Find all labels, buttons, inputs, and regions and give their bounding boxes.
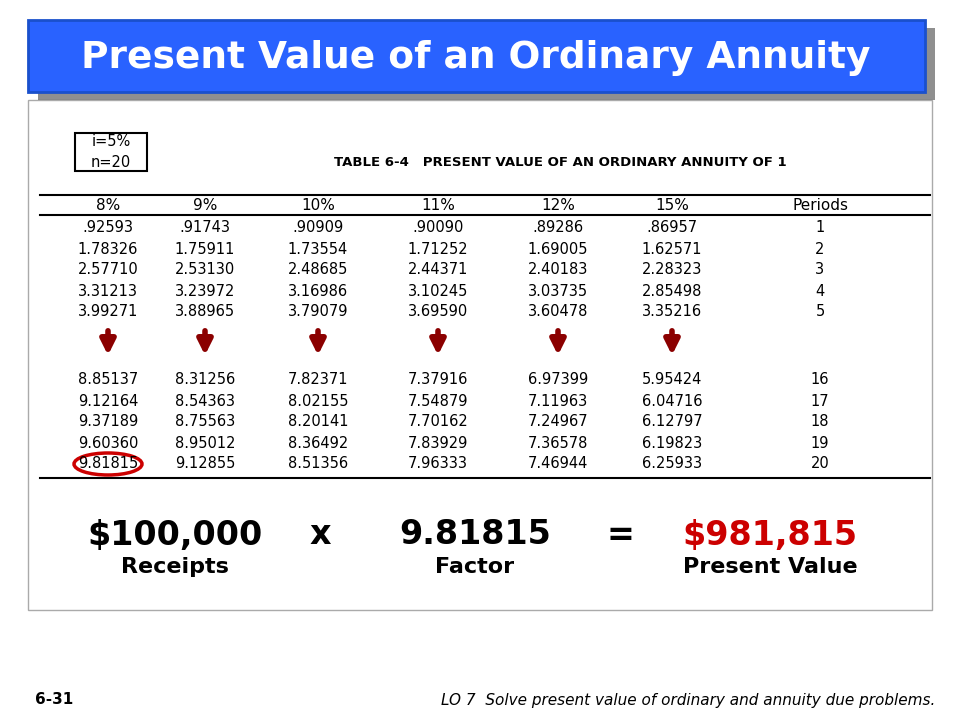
FancyBboxPatch shape: [38, 28, 935, 100]
Text: 17: 17: [810, 394, 829, 408]
Text: 7.11963: 7.11963: [528, 394, 588, 408]
Text: 2.28323: 2.28323: [642, 263, 702, 277]
Text: 3.99271: 3.99271: [78, 305, 138, 320]
Text: i=5%
n=20: i=5% n=20: [91, 134, 132, 170]
Text: 18: 18: [811, 415, 829, 430]
Text: 12%: 12%: [541, 197, 575, 212]
Text: 2.40183: 2.40183: [528, 263, 588, 277]
Text: 8%: 8%: [96, 197, 120, 212]
Text: .89286: .89286: [533, 220, 584, 235]
Text: 2: 2: [815, 241, 825, 256]
Text: .86957: .86957: [646, 220, 698, 235]
FancyBboxPatch shape: [28, 20, 925, 92]
Text: 9.12855: 9.12855: [175, 456, 235, 472]
Text: 6.12797: 6.12797: [641, 415, 703, 430]
Text: 6.19823: 6.19823: [642, 436, 702, 451]
Text: .91743: .91743: [180, 220, 230, 235]
Text: 1.62571: 1.62571: [641, 241, 703, 256]
Text: 7.46944: 7.46944: [528, 456, 588, 472]
Bar: [75, 133, 147, 171]
Text: 7.37916: 7.37916: [408, 372, 468, 387]
Text: 8.85137: 8.85137: [78, 372, 138, 387]
Text: 3.23972: 3.23972: [175, 284, 235, 299]
Text: Factor: Factor: [436, 557, 515, 577]
Text: 1.78326: 1.78326: [78, 241, 138, 256]
Text: 15%: 15%: [655, 197, 689, 212]
Text: 4: 4: [815, 284, 825, 299]
Text: $100,000: $100,000: [87, 518, 263, 552]
Text: Receipts: Receipts: [121, 557, 228, 577]
Text: 8.36492: 8.36492: [288, 436, 348, 451]
Text: 9%: 9%: [193, 197, 217, 212]
Text: 6.04716: 6.04716: [641, 394, 703, 408]
Text: 2.57710: 2.57710: [78, 263, 138, 277]
Bar: [28, 100, 932, 610]
Text: 6.97399: 6.97399: [528, 372, 588, 387]
Text: 1: 1: [815, 220, 825, 235]
Text: 16: 16: [811, 372, 829, 387]
Text: 3.88965: 3.88965: [175, 305, 235, 320]
Text: .90090: .90090: [412, 220, 464, 235]
Text: 10%: 10%: [301, 197, 335, 212]
Text: 9.81815: 9.81815: [78, 456, 138, 472]
Text: =: =: [606, 518, 634, 552]
Text: 1.69005: 1.69005: [528, 241, 588, 256]
Text: 3.10245: 3.10245: [408, 284, 468, 299]
Text: 3.03735: 3.03735: [528, 284, 588, 299]
Text: 19: 19: [811, 436, 829, 451]
Text: 11%: 11%: [421, 197, 455, 212]
Text: 8.51356: 8.51356: [288, 456, 348, 472]
Text: 7.54879: 7.54879: [408, 394, 468, 408]
Text: 20: 20: [810, 456, 829, 472]
Text: 6-31: 6-31: [35, 693, 73, 708]
Text: 2.44371: 2.44371: [408, 263, 468, 277]
Text: 9.12164: 9.12164: [78, 394, 138, 408]
Text: 3.79079: 3.79079: [288, 305, 348, 320]
Text: 8.02155: 8.02155: [288, 394, 348, 408]
Text: 3.69590: 3.69590: [408, 305, 468, 320]
Text: 8.20141: 8.20141: [288, 415, 348, 430]
Text: 3.60478: 3.60478: [528, 305, 588, 320]
Text: .90909: .90909: [293, 220, 344, 235]
Text: 6.25933: 6.25933: [642, 456, 702, 472]
Text: $981,815: $981,815: [683, 518, 857, 552]
Text: 3.16986: 3.16986: [288, 284, 348, 299]
Text: 8.75563: 8.75563: [175, 415, 235, 430]
Text: Present Value of an Ordinary Annuity: Present Value of an Ordinary Annuity: [82, 40, 871, 76]
Text: 8.31256: 8.31256: [175, 372, 235, 387]
Text: TABLE 6-4   PRESENT VALUE OF AN ORDINARY ANNUITY OF 1: TABLE 6-4 PRESENT VALUE OF AN ORDINARY A…: [334, 156, 786, 169]
Text: .92593: .92593: [83, 220, 133, 235]
Text: 7.24967: 7.24967: [528, 415, 588, 430]
Text: 7.83929: 7.83929: [408, 436, 468, 451]
Text: x: x: [309, 518, 331, 552]
Text: 2.53130: 2.53130: [175, 263, 235, 277]
Text: 2.85498: 2.85498: [642, 284, 702, 299]
Text: 9.60360: 9.60360: [78, 436, 138, 451]
Text: Periods: Periods: [792, 197, 848, 212]
Text: 5: 5: [815, 305, 825, 320]
Text: 7.70162: 7.70162: [408, 415, 468, 430]
Text: 8.95012: 8.95012: [175, 436, 235, 451]
Text: 9.37189: 9.37189: [78, 415, 138, 430]
Text: 1.73554: 1.73554: [288, 241, 348, 256]
Text: LO 7  Solve present value of ordinary and annuity due problems.: LO 7 Solve present value of ordinary and…: [441, 693, 935, 708]
Text: 3.35216: 3.35216: [642, 305, 702, 320]
Text: 3: 3: [815, 263, 825, 277]
Text: 1.71252: 1.71252: [408, 241, 468, 256]
Text: Present Value: Present Value: [683, 557, 857, 577]
Text: 8.54363: 8.54363: [175, 394, 235, 408]
Text: 1.75911: 1.75911: [175, 241, 235, 256]
Text: 9.81815: 9.81815: [399, 518, 551, 552]
Text: 3.31213: 3.31213: [78, 284, 138, 299]
Text: 7.96333: 7.96333: [408, 456, 468, 472]
Text: 5.95424: 5.95424: [642, 372, 702, 387]
Text: 7.36578: 7.36578: [528, 436, 588, 451]
Text: 7.82371: 7.82371: [288, 372, 348, 387]
Text: 2.48685: 2.48685: [288, 263, 348, 277]
